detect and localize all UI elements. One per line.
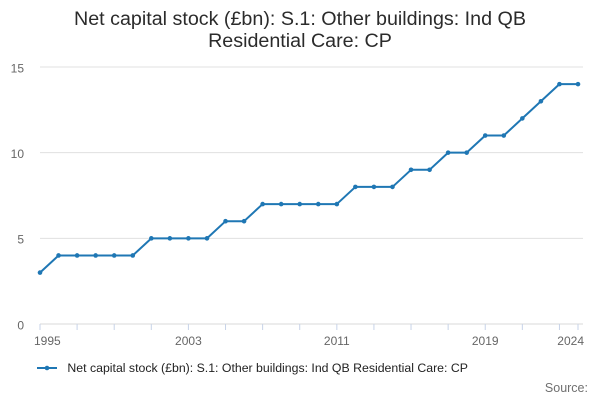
svg-text:15: 15 [11,62,25,76]
svg-text:2019: 2019 [472,334,499,348]
svg-text:5: 5 [17,233,24,247]
svg-text:0: 0 [17,319,24,333]
svg-text:1995: 1995 [34,334,61,348]
svg-text:2011: 2011 [324,334,350,348]
svg-text:10: 10 [11,147,25,161]
svg-text:2003: 2003 [175,334,202,348]
svg-text:2024: 2024 [557,334,584,348]
